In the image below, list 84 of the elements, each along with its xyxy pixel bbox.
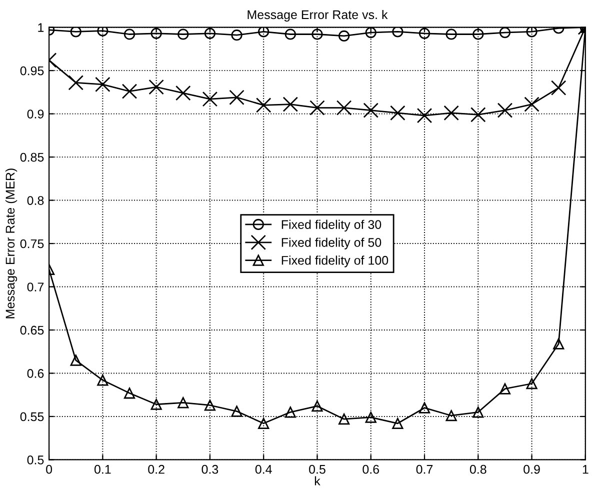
- x-tick-label: 0: [46, 464, 52, 474]
- legend-label: Fixed fidelity of 30: [282, 220, 382, 232]
- point: [338, 30, 350, 42]
- point: [312, 28, 323, 40]
- point: [472, 406, 484, 418]
- point: [418, 28, 430, 39]
- x-tick-label: 0.4: [255, 464, 272, 474]
- x-tick-label: 0.9: [524, 464, 540, 474]
- point: [446, 28, 457, 40]
- point: [202, 91, 218, 107]
- point: [363, 102, 379, 118]
- x-tick-label: 0.3: [202, 464, 218, 474]
- point: [70, 27, 82, 38]
- y-tick-label: 0.5: [27, 456, 44, 464]
- point: [97, 27, 108, 36]
- x-tick-label: 0.8: [470, 464, 486, 474]
- point: [499, 27, 511, 38]
- x-tick-label: 0.7: [416, 464, 433, 474]
- y-tick-label: 0.75: [20, 239, 44, 248]
- point: [446, 410, 457, 422]
- point: [553, 338, 564, 350]
- point: [150, 28, 162, 39]
- point: [470, 107, 486, 122]
- y-tick-label: 0.65: [20, 326, 44, 335]
- y-tick-label: 0.95: [20, 66, 44, 76]
- legend-label: Fixed fidelity of 100: [282, 256, 388, 268]
- point: [97, 374, 108, 386]
- point: [472, 28, 484, 40]
- point: [70, 354, 82, 366]
- point: [338, 414, 350, 425]
- chart-title: Message Error Rate vs. k: [248, 10, 388, 22]
- point: [312, 400, 323, 412]
- point: [310, 100, 325, 116]
- point: [392, 27, 404, 38]
- point: [229, 90, 244, 106]
- point: [444, 105, 459, 121]
- point: [390, 105, 406, 121]
- point: [231, 30, 242, 41]
- point: [284, 406, 296, 418]
- point: [524, 96, 540, 112]
- point: [416, 108, 432, 124]
- point: [526, 27, 538, 38]
- point: [204, 400, 216, 411]
- y-tick-label: 0.6: [27, 369, 44, 378]
- point: [258, 27, 270, 38]
- point: [175, 85, 191, 101]
- x-tick-label: 0.6: [362, 464, 380, 474]
- point: [256, 98, 272, 113]
- y-tick-label: 0.55: [20, 412, 44, 422]
- point: [365, 412, 376, 423]
- point: [68, 75, 84, 90]
- point: [499, 383, 511, 394]
- point: [124, 388, 136, 399]
- point: [365, 27, 376, 38]
- y-tick-label: 0.9: [27, 110, 44, 118]
- x-tick-label: 0.1: [94, 464, 111, 474]
- y-axis-title: Message Error Rate (MER): [5, 168, 18, 318]
- legend-label: Fixed fidelity of 50: [282, 238, 382, 250]
- point: [284, 28, 296, 40]
- x-tick-label: 0.5: [309, 464, 326, 474]
- point: [336, 100, 352, 116]
- point: [526, 378, 538, 390]
- point: [231, 406, 242, 417]
- x-tick-label: 0.2: [148, 464, 164, 474]
- point: [392, 418, 404, 429]
- point: [178, 28, 189, 40]
- point: [148, 79, 164, 95]
- point: [124, 28, 136, 40]
- point: [95, 76, 110, 92]
- point: [258, 418, 270, 429]
- y-tick-label: 0.85: [20, 152, 44, 162]
- y-tick-label: 0.8: [27, 196, 44, 205]
- point: [150, 398, 162, 410]
- point: [550, 80, 566, 96]
- point: [282, 96, 298, 112]
- point: [122, 84, 138, 99]
- point: [178, 397, 189, 408]
- x-tick-label: 1: [582, 465, 588, 474]
- point: [497, 102, 513, 118]
- y-tick-label: 0.7: [27, 282, 44, 292]
- point: [418, 402, 430, 414]
- y-tick-label: 1: [38, 23, 44, 32]
- x-axis-title: k: [314, 476, 320, 486]
- point: [204, 28, 216, 39]
